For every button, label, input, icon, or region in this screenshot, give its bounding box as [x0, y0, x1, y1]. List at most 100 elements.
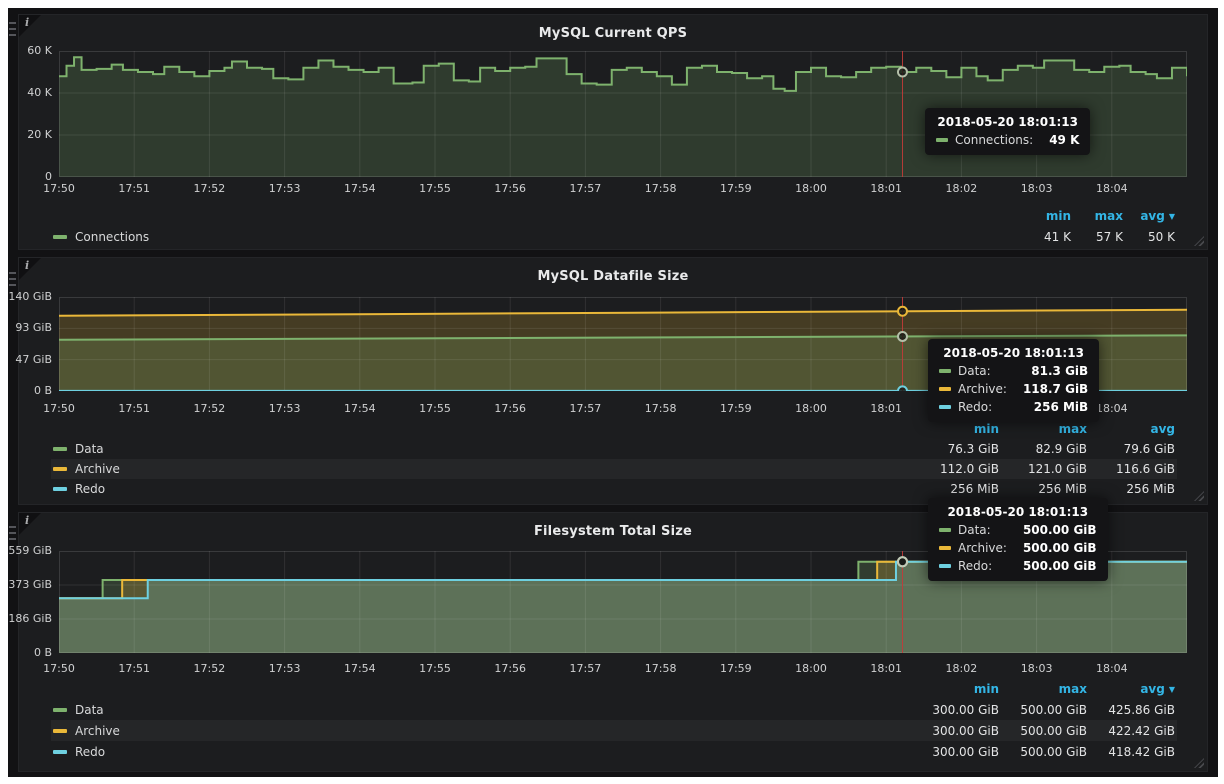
tooltip-series-label: Data: [958, 364, 991, 378]
legend-series-label[interactable]: Redo [75, 482, 106, 496]
tooltip-series-label: Connections: [955, 133, 1034, 147]
legend-row: Archive 300.00 GiB 500.00 GiB 422.42 GiB [51, 720, 1177, 741]
x-axis-tick-label: 18:00 [795, 662, 827, 675]
series-color-swatch[interactable] [53, 447, 67, 451]
graph-tooltip: 2018-05-20 18:01:13 Connections: 49 K [925, 108, 1091, 155]
x-axis-tick-label: 17:54 [343, 662, 376, 675]
legend-stat-header-min[interactable]: min [1045, 208, 1071, 223]
y-axis-tick-label: 0 B [33, 646, 52, 659]
x-axis-tick-label: 18:00 [795, 182, 827, 195]
panel-title[interactable]: Filesystem Total Size [533, 524, 693, 539]
series-color-swatch [939, 387, 951, 391]
panel-info-corner-icon[interactable] [19, 258, 41, 280]
x-axis-tick-label: 17:58 [644, 402, 677, 415]
legend-series-label[interactable]: Archive [75, 723, 120, 738]
legend-stat-header-max[interactable]: max [1094, 208, 1123, 223]
legend-stat-min: 112.0 GiB [939, 462, 999, 476]
info-icon[interactable]: i [25, 259, 30, 272]
x-axis-tick-label: 17:51 [118, 662, 151, 675]
series-color-swatch [939, 369, 951, 373]
tooltip-series-value: 500.00 GiB [1022, 559, 1097, 573]
legend-row: Data 76.3 GiB 82.9 GiB 79.6 GiB [51, 439, 1177, 459]
x-axis-tick-label: 17:59 [719, 402, 752, 415]
legend-series-label[interactable]: Data [75, 442, 104, 456]
x-axis-tick-label: 18:02 [945, 182, 978, 195]
legend-series-data[interactable]: Data [53, 703, 104, 717]
x-axis-tick-label: 17:52 [193, 182, 226, 195]
series-color-swatch[interactable] [53, 707, 67, 712]
panel-title[interactable]: MySQL Datafile Size [537, 269, 689, 284]
x-axis-tick-label: 18:03 [1020, 182, 1053, 195]
legend-series-label[interactable]: Redo [75, 744, 106, 759]
x-axis-tick-label: 18:04 [1095, 182, 1128, 195]
legend-stat-header-avg[interactable]: avg [1150, 422, 1175, 436]
legend-series-label[interactable]: Connections [75, 229, 150, 244]
panel-resize-handle[interactable] [1194, 491, 1204, 501]
y-axis-tick-label: 93 GiB [15, 321, 52, 335]
series-color-swatch[interactable] [53, 749, 67, 754]
x-axis-labels: 17:50 17:51 17:52 17:53 17:54 17:55 17:56 17:57… [43, 662, 1187, 677]
panel-info-corner-icon[interactable] [19, 513, 41, 535]
legend-stat-header-avg[interactable]: avg ▼ [1140, 208, 1175, 223]
tooltip-series-label: Archive: [958, 541, 1007, 555]
x-axis-tick-label: 17:52 [193, 402, 226, 415]
legend-stat-header-max[interactable]: max [1058, 422, 1087, 436]
tooltip-series-row: Archive: 500.00 GiB [939, 541, 1097, 555]
legend-series-connections[interactable]: Connections [53, 230, 149, 244]
panel-info-corner-icon[interactable] [19, 15, 41, 37]
y-axis-tick-label: 47 GiB [15, 352, 52, 366]
series-color-swatch[interactable] [53, 467, 67, 471]
panel-resize-handle[interactable] [1194, 236, 1204, 246]
legend-series-label[interactable]: Archive [75, 462, 120, 476]
legend-stat-header-min[interactable]: min [973, 422, 999, 436]
info-icon[interactable]: i [25, 514, 30, 527]
x-axis-tick-label: 18:01 [870, 662, 903, 675]
x-axis-tick-label: 17:58 [644, 182, 677, 195]
tooltip-series-value: 256 MiB [1033, 400, 1089, 414]
legend-series-label[interactable]: Data [75, 702, 104, 717]
panel-title[interactable]: MySQL Current QPS [538, 26, 688, 41]
legend-series-data[interactable]: Data [53, 442, 104, 456]
x-axis-tick-label: 18:01 [870, 182, 903, 195]
legend-stat-header-avg[interactable]: avg ▼ [1140, 681, 1175, 696]
tooltip-series-label: Archive: [958, 382, 1007, 396]
legend-stat-max: 500.00 GiB [1020, 723, 1087, 738]
legend-stat-header-min[interactable]: min [973, 681, 999, 696]
x-axis-tick-label: 17:56 [494, 402, 527, 415]
panel-drag-handle[interactable] [9, 526, 16, 543]
legend-stat-avg: 50 K [1148, 229, 1175, 244]
legend-stat-avg: 418.42 GiB [1108, 744, 1175, 759]
legend-stat-min: 256 MiB [950, 482, 999, 496]
x-axis-tick-label: 18:04 [1095, 662, 1128, 675]
series-color-swatch[interactable] [53, 234, 67, 239]
y-axis-tick-label: 40 K [27, 86, 52, 99]
panel-drag-handle[interactable] [9, 22, 16, 39]
panel-drag-handle[interactable] [9, 272, 16, 289]
series-color-swatch[interactable] [53, 728, 67, 733]
legend-header-row: min max avg ▼ [51, 205, 1177, 226]
legend-series-redo[interactable]: Redo [53, 745, 105, 759]
x-axis-tick-label: 17:56 [494, 662, 527, 675]
panel-resize-handle[interactable] [1194, 758, 1204, 768]
legend-stat-min: 300.00 GiB [932, 723, 999, 738]
tooltip-series-label: Redo: [958, 400, 993, 414]
x-axis-tick-label: 17:53 [268, 402, 301, 415]
series-color-swatch[interactable] [53, 487, 67, 491]
x-axis-tick-label: 17:59 [719, 662, 752, 675]
legend-series-archive[interactable]: Archive [53, 724, 120, 738]
legend-series-archive[interactable]: Archive [53, 462, 120, 476]
x-axis-tick-label: 17:57 [569, 402, 602, 415]
legend-stat-header-max[interactable]: max [1058, 681, 1087, 696]
x-axis-tick-label: 17:51 [118, 182, 151, 195]
x-axis-tick-label: 17:50 [43, 182, 75, 195]
legend-row: Data 300.00 GiB 500.00 GiB 425.86 GiB [51, 699, 1177, 720]
x-axis-tick-label: 17:53 [268, 662, 301, 675]
legend-series-redo[interactable]: Redo [53, 482, 105, 496]
tooltip-series-label: Redo: [958, 559, 993, 573]
chart-plot-area[interactable]: 60 K 40 K 20 K 0 [27, 44, 1187, 183]
x-axis-tick-label: 18:02 [945, 662, 978, 675]
legend: min max avg Data 76.3 GiB 82.9 GiB 79.6 GiB Arc… [51, 419, 1177, 499]
chart-plot-area[interactable]: 559 GiB 373 GiB 186 GiB 0 B [8, 544, 1187, 659]
info-icon[interactable]: i [25, 16, 30, 29]
chart-plot-area[interactable]: 140 GiB 93 GiB 47 GiB 0 B [8, 290, 1187, 397]
